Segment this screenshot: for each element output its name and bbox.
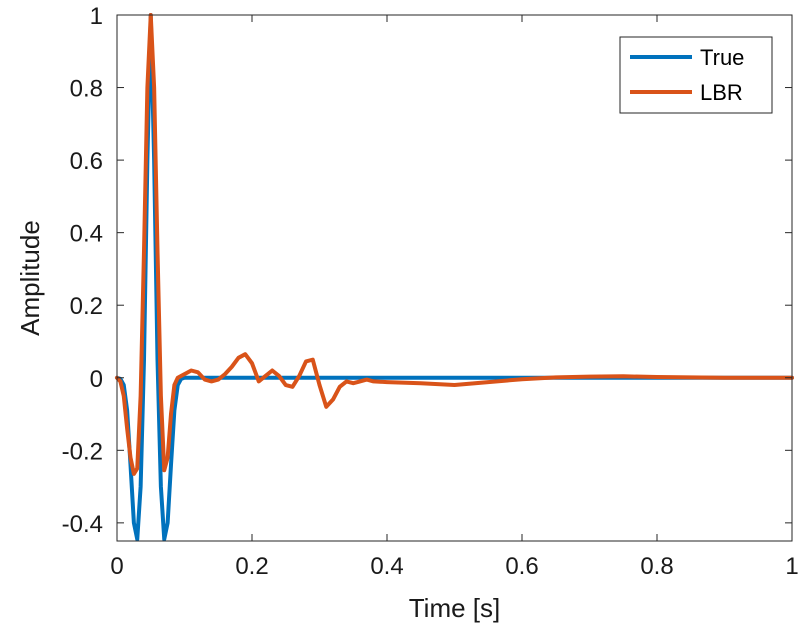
x-tick-label: 0 — [110, 553, 123, 580]
x-axis-label: Time [s] — [409, 593, 500, 623]
y-tick-label: 0.6 — [70, 148, 103, 175]
y-tick-label: 0.8 — [70, 76, 103, 103]
y-tick-label: 1 — [90, 3, 103, 30]
ticks-layer: 0 0.2 0.4 0.6 0.8 1 -0.4 -0.2 0 0.2 0.4 0.6 0.8 1 — [62, 3, 799, 580]
y-tick-label: -0.4 — [62, 511, 103, 538]
x-tick-label: 1 — [785, 553, 798, 580]
y-tick-label: -0.2 — [62, 438, 103, 465]
legend-label-true: True — [700, 45, 744, 70]
y-axis-label: Amplitude — [15, 220, 45, 336]
y-tick-label: 0 — [90, 366, 103, 393]
x-tick-label: 0.4 — [370, 553, 403, 580]
x-tick-label: 0.6 — [505, 553, 538, 580]
legend-box — [619, 36, 773, 114]
series-line-lbr — [115, 13, 794, 476]
axes-box — [116, 14, 793, 542]
series-layer — [115, 13, 794, 542]
x-tick-label: 0.2 — [235, 553, 268, 580]
y-tick-label: 0.4 — [70, 221, 103, 248]
legend-label-lbr: LBR — [700, 80, 743, 105]
y-tick-label: 0.2 — [70, 293, 103, 320]
x-tick-label: 0.8 — [640, 553, 673, 580]
legend: True LBR — [619, 36, 773, 114]
